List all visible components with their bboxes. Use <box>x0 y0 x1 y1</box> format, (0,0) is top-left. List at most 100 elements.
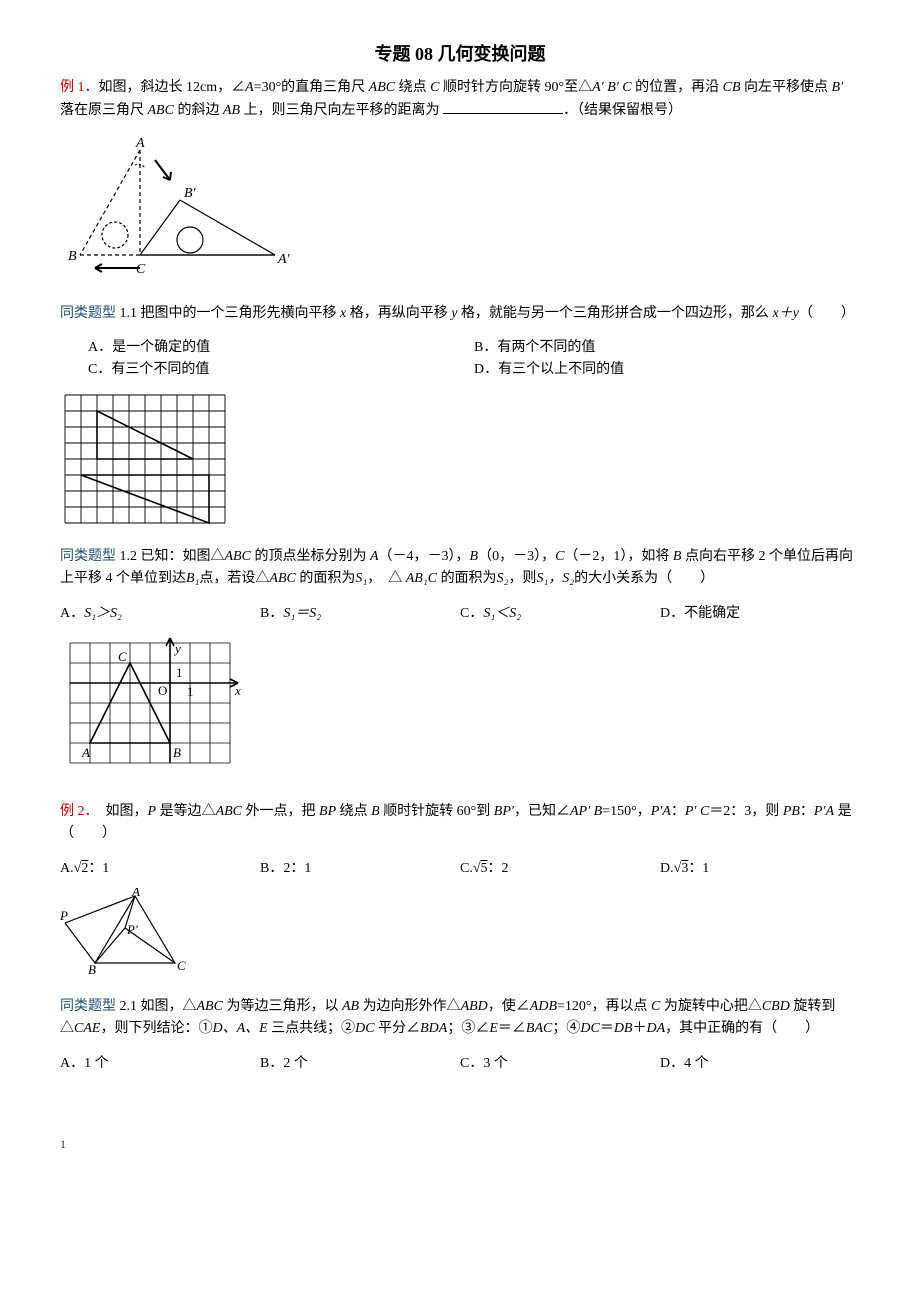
option-D: D．有三个以上不同的值 <box>474 359 860 381</box>
var-S1: S₁ <box>355 571 367 586</box>
label-O: O <box>158 683 167 698</box>
label-C: C <box>177 958 186 973</box>
figure-ex1: A B B′ C A′ <box>60 135 860 285</box>
text: 为边向形外作△ <box>359 999 461 1014</box>
option-C: C.√5：2 <box>460 858 660 880</box>
text: 绕点 <box>395 80 430 95</box>
text: 平分∠ <box>375 1021 421 1036</box>
text: 向左平移使点 <box>741 80 832 95</box>
var-PB: PB <box>783 804 800 819</box>
options-2-1: A．1 个 B．2 个 C．3 个 D．4 个 <box>60 1053 860 1075</box>
text: 的面积为 <box>437 571 497 586</box>
label-P: P <box>60 908 68 923</box>
text: ，则 <box>508 571 536 586</box>
label-1y: 1 <box>176 665 183 680</box>
var-BP: BP <box>319 804 336 819</box>
problem-ex1: 例 1．如图，斜边长 12cm，∠A=30°的直角三角尺 ABC 绕点 C 顺时… <box>60 77 860 123</box>
var-B1: B₁ <box>186 571 199 586</box>
answer-blank <box>443 99 563 114</box>
text: 为等边三角形，以 <box>223 999 342 1014</box>
var-ABC: ABC <box>216 804 242 819</box>
option-C: C．S₁＜S₂ <box>460 603 660 625</box>
figure-1-2: y x O 1 1 C A B <box>60 633 860 783</box>
option-B: B．S₁＝S₂ <box>260 603 460 625</box>
label-B: B <box>88 962 96 977</box>
text: ： <box>800 804 814 819</box>
var-PpA: P′A <box>814 804 834 819</box>
text: （－2，1），如将 <box>564 549 673 564</box>
text: 把图中的一个三角形先横向平移 <box>141 306 341 321</box>
options-1-2: A．S₁＞S₂ B．S₁＝S₂ C．S₁＜S₂ D．不能确定 <box>60 603 860 625</box>
var-xy: x＋y <box>772 306 798 321</box>
options-ex2: A.√2：1 B．2：1 C.√5：2 D.√3：1 <box>60 858 860 880</box>
text: 如图， <box>92 804 148 819</box>
label-C: C <box>136 262 146 277</box>
text: 顺时针旋转 60°到 <box>380 804 494 819</box>
problem-2-1: 同类题型 2.1 如图，△ABC 为等边三角形，以 AB 为边向形外作△ABD，… <box>60 996 860 1041</box>
var: BAC <box>526 1021 552 1036</box>
text: 的顶点坐标分别为 <box>251 549 370 564</box>
text: =120°，再以点 <box>557 999 651 1014</box>
text: ＋ <box>632 1021 646 1036</box>
text: 的大小关系为（ ） <box>574 571 714 586</box>
var-PpA: P′A <box>651 804 671 819</box>
var: E <box>489 1021 498 1036</box>
text: ，使∠ <box>488 999 530 1014</box>
var-Bp: B′ <box>832 80 844 95</box>
option-B: B．有两个不同的值 <box>474 337 860 359</box>
figure-1-1 <box>60 390 860 528</box>
text: 落在原三角尺 <box>60 103 148 118</box>
var: DB <box>614 1021 633 1036</box>
var-AB: AB <box>223 103 240 118</box>
var-ABC: ABC <box>148 103 174 118</box>
var-PpC: P′ C <box>685 804 709 819</box>
var-S2: S₂ <box>497 571 509 586</box>
option-A: A．是一个确定的值 <box>88 337 474 359</box>
var-A: A <box>245 80 254 95</box>
text: 顺时针方向旋转 90°至△ <box>439 80 592 95</box>
text: ，则下列结论：① <box>100 1021 212 1036</box>
text: ，已知∠ <box>514 804 570 819</box>
option-A: A．S₁＞S₂ <box>60 603 260 625</box>
text: 的位置，再沿 <box>632 80 723 95</box>
var: CBD <box>762 999 790 1014</box>
label-C: C <box>118 649 127 664</box>
text: ＝2：3，则 <box>709 804 783 819</box>
label-Bp: B′ <box>184 186 197 201</box>
option-D: D．4 个 <box>660 1053 860 1075</box>
label-Pp: P′ <box>126 922 138 937</box>
text: （0，－3）， <box>478 549 555 564</box>
var: C <box>651 999 660 1014</box>
text: =150°， <box>602 804 651 819</box>
label-A: A <box>81 745 90 760</box>
var: DA <box>646 1021 665 1036</box>
text: 绕点 <box>336 804 371 819</box>
text: ；④ <box>552 1021 580 1036</box>
page-number: 1 <box>60 1135 860 1154</box>
option-C: C．3 个 <box>460 1053 660 1075</box>
var: ABC <box>197 999 223 1014</box>
option-B: B．2 个 <box>260 1053 460 1075</box>
text: ；③∠ <box>447 1021 489 1036</box>
var-P: P <box>148 804 157 819</box>
text: 是等边△ <box>156 804 216 819</box>
var-B: B <box>470 549 479 564</box>
label-1x: 1 <box>187 684 194 699</box>
num: 1.2 <box>116 549 141 564</box>
label-A: A <box>135 136 145 151</box>
var-S1S2: S₁，S₂ <box>536 571 574 586</box>
var-ABC: ABC <box>369 80 395 95</box>
option-A: A.√2：1 <box>60 858 260 880</box>
option-C: C．有三个不同的值 <box>88 359 474 381</box>
text: 为旋转中心把△ <box>660 999 762 1014</box>
options-1-1: A．是一个确定的值 B．有两个不同的值 C．有三个不同的值 D．有三个以上不同的… <box>88 337 860 382</box>
prefix-ex2: 例 2． <box>60 804 92 819</box>
figure-ex2: A B C P P′ <box>60 888 860 978</box>
problem-1-1: 同类题型 1.1 把图中的一个三角形先横向平移 x 格，再纵向平移 y 格，就能… <box>60 303 860 325</box>
prefix-ex1: 例 1． <box>60 80 99 95</box>
text: 上，则三角尺向左平移的距离为 <box>240 103 443 118</box>
text: 已知：如图△ <box>141 549 225 564</box>
text: =30°的直角三角尺 <box>254 80 369 95</box>
text: 的斜边 <box>174 103 223 118</box>
var-ApBpC: A′ B′ C <box>592 80 632 95</box>
